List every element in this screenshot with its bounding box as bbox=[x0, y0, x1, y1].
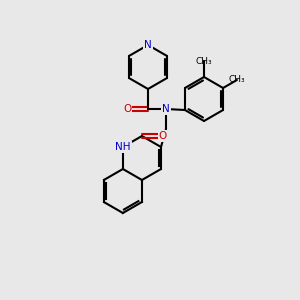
Text: NH: NH bbox=[115, 142, 130, 152]
Text: O: O bbox=[123, 104, 131, 114]
Text: N: N bbox=[144, 40, 152, 50]
Text: N: N bbox=[162, 104, 170, 114]
Text: CH₃: CH₃ bbox=[229, 76, 245, 85]
Text: O: O bbox=[159, 131, 167, 141]
Text: CH₃: CH₃ bbox=[196, 56, 212, 65]
